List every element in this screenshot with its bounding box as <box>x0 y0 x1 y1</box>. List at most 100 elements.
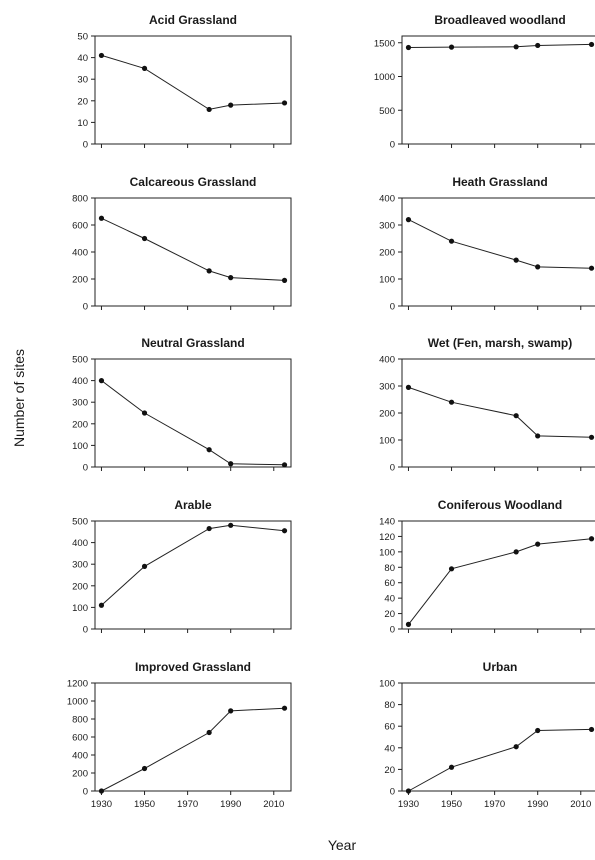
plot-frame <box>94 520 292 630</box>
plot-frame <box>94 358 292 468</box>
data-point <box>588 726 595 733</box>
y-tick-label: 100 <box>72 603 88 614</box>
data-point <box>206 447 212 453</box>
data-point <box>513 744 519 750</box>
panel-title: Arable <box>174 498 212 512</box>
data-point <box>535 433 541 439</box>
data-point <box>228 708 234 714</box>
y-axis-title: Number of sites <box>11 349 27 447</box>
x-tick-label: 1930 <box>91 799 112 810</box>
data-point <box>405 621 412 627</box>
plot-frame <box>401 520 595 630</box>
data-point <box>513 257 519 263</box>
data-point <box>141 563 148 569</box>
y-tick-label: 1200 <box>67 679 88 690</box>
panel-title: Broadleaved woodland <box>434 13 565 27</box>
data-point <box>405 384 412 390</box>
panel: Acid Grassland 0 10 20 30 40 50 <box>77 13 292 151</box>
panel: Calcareous Grassland 0 200 400 600 800 <box>72 175 292 313</box>
data-point <box>141 765 148 772</box>
data-point <box>141 235 148 242</box>
panel-title: Coniferous Woodland <box>438 498 562 512</box>
series-line <box>101 707 285 792</box>
y-tick-label: 50 <box>77 32 88 43</box>
data-point <box>588 41 595 48</box>
data-point <box>228 461 234 467</box>
plot-frame <box>94 682 292 792</box>
data-point <box>141 65 148 71</box>
series-line <box>101 380 285 466</box>
y-tick-label: 20 <box>384 609 395 620</box>
y-tick-label: 20 <box>384 765 395 776</box>
panel: Broadleaved woodland 0 500 1000 1500 <box>374 13 595 151</box>
plot-frame <box>401 682 595 792</box>
series-line <box>408 538 592 625</box>
data-point <box>206 525 212 532</box>
y-tick-label: 1000 <box>374 72 395 83</box>
y-tick-label: 100 <box>379 436 395 447</box>
data-point <box>588 536 595 542</box>
plot-frame <box>401 358 595 468</box>
data-point <box>228 522 234 528</box>
y-tick-label: 0 <box>390 302 395 313</box>
y-tick-label: 400 <box>72 248 88 259</box>
y-tick-label: 100 <box>379 679 395 690</box>
y-tick-label: 400 <box>72 751 88 762</box>
x-tick-label: 1950 <box>441 799 462 810</box>
series-line <box>101 54 285 110</box>
y-tick-label: 120 <box>379 532 395 543</box>
y-tick-label: 10 <box>77 118 88 129</box>
panel-title: Improved Grassland <box>135 660 251 674</box>
y-tick-label: 0 <box>390 463 395 474</box>
data-point <box>206 268 212 274</box>
data-point <box>281 705 288 711</box>
y-tick-label: 300 <box>72 560 88 571</box>
panel-title: Neutral Grassland <box>141 336 244 350</box>
series-line <box>408 219 592 269</box>
plot-frame <box>401 197 595 307</box>
panel-title: Urban <box>483 660 518 674</box>
y-tick-label: 500 <box>379 106 395 117</box>
data-point <box>98 52 105 59</box>
y-tick-label: 400 <box>72 538 88 549</box>
y-tick-label: 100 <box>379 275 395 286</box>
y-tick-label: 500 <box>72 355 88 366</box>
y-tick-label: 200 <box>379 248 395 259</box>
data-point <box>535 541 541 547</box>
data-point <box>588 265 595 271</box>
y-tick-label: 1000 <box>67 697 88 708</box>
y-tick-label: 600 <box>72 733 88 744</box>
data-point <box>281 100 288 106</box>
y-tick-label: 200 <box>72 769 88 780</box>
y-tick-label: 0 <box>390 140 395 151</box>
y-tick-label: 300 <box>379 382 395 393</box>
x-tick-label: 2010 <box>570 799 591 810</box>
y-tick-label: 40 <box>77 53 88 64</box>
data-point <box>405 44 412 51</box>
series-line <box>101 524 285 606</box>
y-tick-label: 300 <box>379 221 395 232</box>
data-point <box>281 462 288 468</box>
data-point <box>448 566 455 572</box>
panel-title: Wet (Fen, marsh, swamp) <box>428 336 572 350</box>
y-tick-label: 200 <box>72 275 88 286</box>
y-tick-label: 0 <box>83 302 88 313</box>
panel: Heath Grassland 0 100 200 300 400 <box>379 175 595 313</box>
y-tick-label: 20 <box>77 96 88 107</box>
data-point <box>228 102 234 108</box>
y-tick-label: 300 <box>72 398 88 409</box>
y-tick-label: 0 <box>83 140 88 151</box>
y-tick-label: 60 <box>384 578 395 589</box>
y-tick-label: 100 <box>72 441 88 452</box>
series-line <box>408 386 592 438</box>
x-tick-label: 1970 <box>484 799 505 810</box>
data-point <box>281 528 288 534</box>
y-tick-label: 0 <box>83 787 88 798</box>
x-tick-label: 1970 <box>177 799 198 810</box>
data-point <box>228 275 234 281</box>
plot-frame <box>401 35 595 145</box>
y-tick-label: 0 <box>83 463 88 474</box>
data-point <box>448 399 455 405</box>
data-point <box>535 264 541 270</box>
y-tick-label: 200 <box>72 581 88 592</box>
